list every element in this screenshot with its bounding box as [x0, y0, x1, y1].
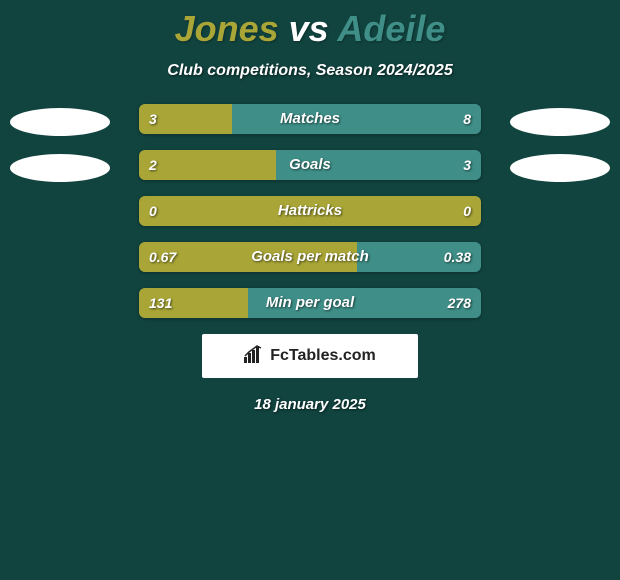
stat-label: Matches	[139, 104, 481, 134]
stat-row-goals: 2 Goals 3	[139, 150, 481, 180]
stat-bars: 3 Matches 8 2 Goals 3 0 Hattricks 0	[139, 104, 481, 318]
player1-club-placeholder	[10, 154, 110, 182]
stat-label: Min per goal	[139, 288, 481, 318]
stats-area: 3 Matches 8 2 Goals 3 0 Hattricks 0	[0, 104, 620, 318]
bar-chart-icon	[244, 345, 264, 368]
brand-box: FcTables.com	[202, 334, 418, 378]
player1-photo-placeholder	[10, 108, 110, 136]
stat-row-min-per-goal: 131 Min per goal 278	[139, 288, 481, 318]
stat-row-hattricks: 0 Hattricks 0	[139, 196, 481, 226]
brand-text: FcTables.com	[270, 347, 376, 365]
stat-right-value: 0.38	[444, 242, 471, 272]
player2-photo-placeholder	[510, 108, 610, 136]
player2-club-placeholder	[510, 154, 610, 182]
stat-label: Goals	[139, 150, 481, 180]
stat-right-value: 3	[463, 150, 471, 180]
stat-right-value: 278	[448, 288, 471, 318]
page-title: Jones vs Adeile	[0, 0, 620, 50]
date-text: 18 january 2025	[0, 396, 620, 413]
stat-row-goals-per-match: 0.67 Goals per match 0.38	[139, 242, 481, 272]
vs-separator: vs	[289, 8, 329, 49]
stat-right-value: 0	[463, 196, 471, 226]
player1-name: Jones	[175, 8, 279, 49]
comparison-infographic: Jones vs Adeile Club competitions, Seaso…	[0, 0, 620, 580]
stat-row-matches: 3 Matches 8	[139, 104, 481, 134]
stat-label: Hattricks	[139, 196, 481, 226]
stat-label: Goals per match	[139, 242, 481, 272]
stat-right-value: 8	[463, 104, 471, 134]
subtitle: Club competitions, Season 2024/2025	[0, 62, 620, 80]
player2-name: Adeile	[337, 8, 445, 49]
